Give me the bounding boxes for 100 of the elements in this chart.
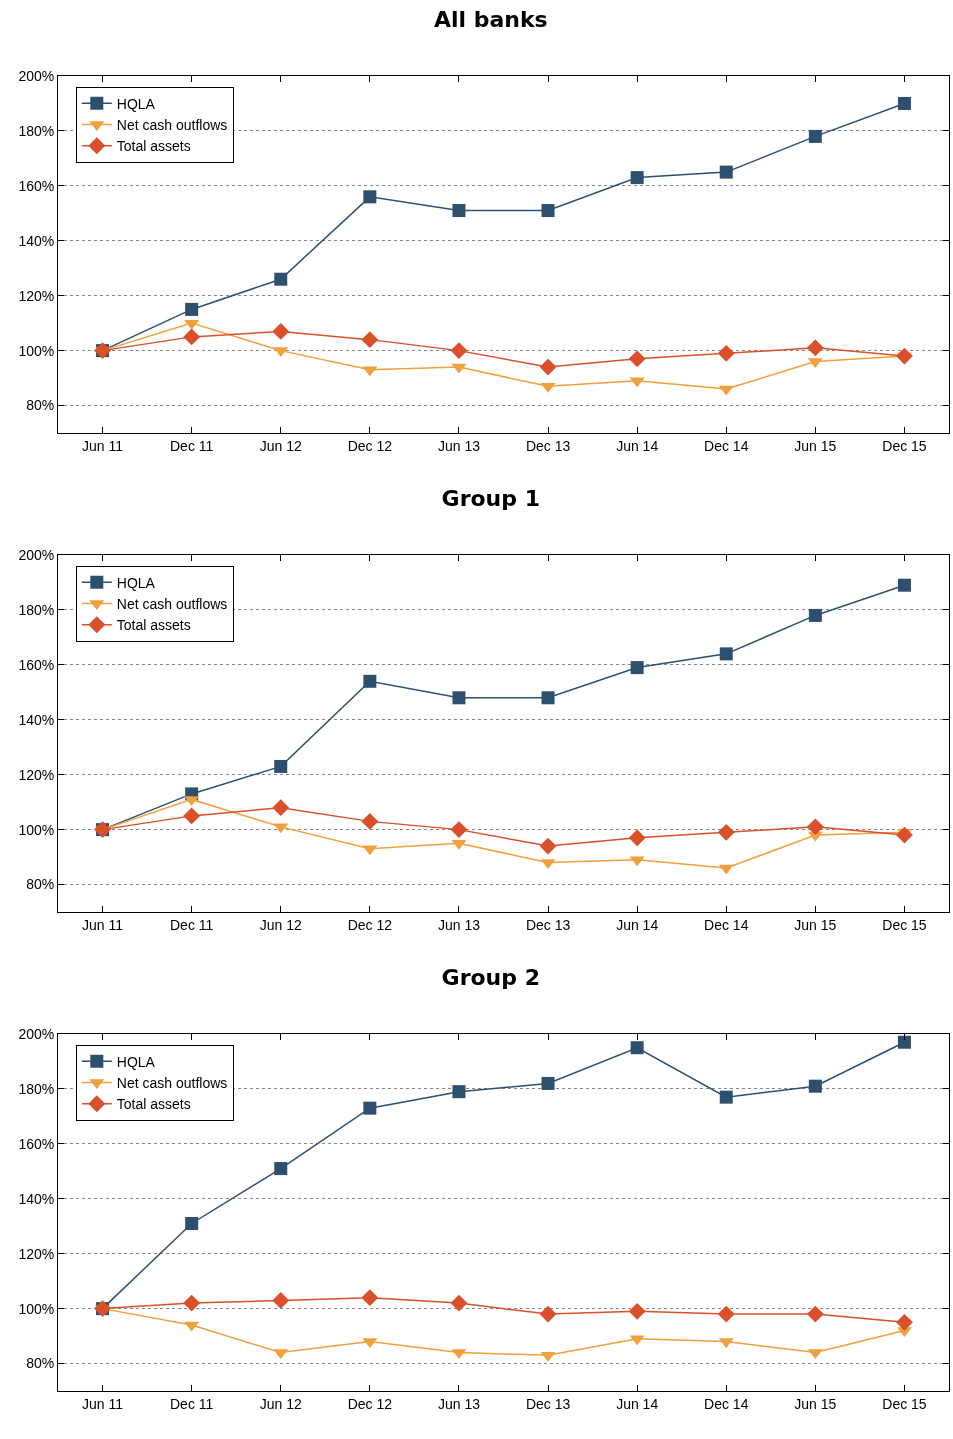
x-tick-label: Jun 13 — [437, 1395, 481, 1412]
x-tick-label: Dec 12 — [347, 916, 393, 933]
point — [806, 339, 824, 357]
x-tick-label: Jun 12 — [259, 1395, 302, 1412]
chart-title: All banks — [433, 7, 548, 33]
legend-label: Total assets — [116, 617, 191, 634]
x-tick-label: Dec 13 — [525, 916, 571, 933]
y-tick-label: 160% — [18, 1135, 55, 1152]
point — [452, 1085, 466, 1099]
x-tick-label: Jun 12 — [259, 437, 302, 454]
point — [808, 129, 822, 143]
x-tick-label: Jun 12 — [259, 916, 302, 933]
point — [541, 1076, 555, 1090]
point — [272, 1291, 290, 1309]
point — [274, 1162, 288, 1176]
x-tick-label: Dec 13 — [525, 1395, 571, 1412]
x-tick-label: Dec 15 — [882, 916, 927, 933]
x-tick-label: Jun 11 — [82, 437, 124, 454]
point — [719, 165, 733, 179]
y-tick-label: 160% — [18, 177, 55, 194]
point — [183, 807, 201, 825]
y-tick-label: 180% — [18, 1080, 55, 1097]
point — [183, 1294, 201, 1312]
point — [272, 322, 290, 340]
x-tick-label: Jun 11 — [82, 1395, 124, 1412]
y-tick-label: 100% — [18, 1300, 55, 1317]
point — [717, 1305, 735, 1323]
y-tick-label: 120% — [18, 766, 55, 783]
x-tick-label: Dec 15 — [882, 1395, 927, 1412]
point — [539, 837, 557, 855]
y-tick-label: 180% — [18, 601, 55, 618]
y-tick-label: 80% — [26, 876, 55, 893]
legend-label: HQLA — [116, 95, 156, 112]
x-tick-label: Jun 14 — [616, 916, 659, 933]
x-tick-label: Dec 11 — [169, 437, 214, 454]
point — [274, 759, 288, 773]
legend-label: Total assets — [116, 1096, 191, 1113]
x-tick-label: Dec 14 — [704, 437, 749, 454]
point — [806, 818, 824, 836]
y-tick-label: 200% — [18, 546, 55, 563]
point — [539, 1305, 557, 1323]
point — [363, 190, 377, 204]
point — [185, 302, 199, 316]
legend-label: Net cash outflows — [116, 1074, 228, 1091]
chart-title: Group 1 — [441, 486, 540, 512]
point — [630, 171, 644, 185]
x-tick-label: Jun 14 — [616, 437, 659, 454]
point — [897, 96, 911, 110]
legend-label: Net cash outflows — [116, 116, 228, 133]
y-tick-label: 140% — [18, 232, 55, 249]
point — [450, 1294, 468, 1312]
point — [450, 342, 468, 360]
point — [361, 331, 379, 349]
point — [361, 812, 379, 830]
point — [628, 1302, 646, 1320]
point — [630, 1041, 644, 1055]
y-tick-label: 120% — [18, 1245, 55, 1262]
y-tick-label: 100% — [18, 821, 55, 838]
point — [808, 608, 822, 622]
point — [717, 344, 735, 362]
point — [896, 347, 913, 365]
x-tick-label: Jun 15 — [794, 916, 837, 933]
point — [897, 578, 911, 592]
point — [719, 647, 733, 661]
chart-title: Group 2 — [441, 965, 540, 991]
point — [719, 1090, 733, 1104]
point — [274, 272, 288, 286]
point — [185, 1216, 199, 1230]
y-tick-label: 200% — [18, 67, 55, 84]
point — [363, 674, 377, 688]
point — [628, 350, 646, 368]
point — [896, 826, 913, 844]
legend-label: HQLA — [116, 574, 156, 591]
y-tick-label: 180% — [18, 122, 55, 139]
y-tick-label: 160% — [18, 656, 55, 673]
y-tick-label: 200% — [18, 1025, 55, 1042]
point — [539, 358, 557, 376]
point — [806, 1305, 824, 1323]
x-tick-label: Jun 15 — [794, 437, 837, 454]
legend-label: Net cash outflows — [116, 595, 228, 612]
y-tick-label: 80% — [26, 397, 55, 414]
point — [897, 1035, 911, 1049]
point — [452, 691, 466, 705]
x-tick-label: Dec 14 — [704, 1395, 749, 1412]
point — [896, 1313, 913, 1331]
y-tick-label: 140% — [18, 711, 55, 728]
point — [541, 691, 555, 705]
x-tick-label: Dec 11 — [169, 1395, 214, 1412]
legend-label: HQLA — [116, 1053, 156, 1070]
point — [717, 823, 735, 841]
y-tick-label: 140% — [18, 1190, 55, 1207]
point — [630, 661, 644, 675]
x-tick-label: Dec 12 — [347, 1395, 393, 1412]
x-tick-label: Jun 14 — [616, 1395, 659, 1412]
legend-label: Total assets — [116, 138, 191, 155]
x-tick-label: Dec 14 — [704, 916, 749, 933]
point — [450, 821, 468, 839]
point — [272, 799, 290, 817]
x-tick-label: Dec 11 — [169, 916, 214, 933]
point — [452, 204, 466, 218]
